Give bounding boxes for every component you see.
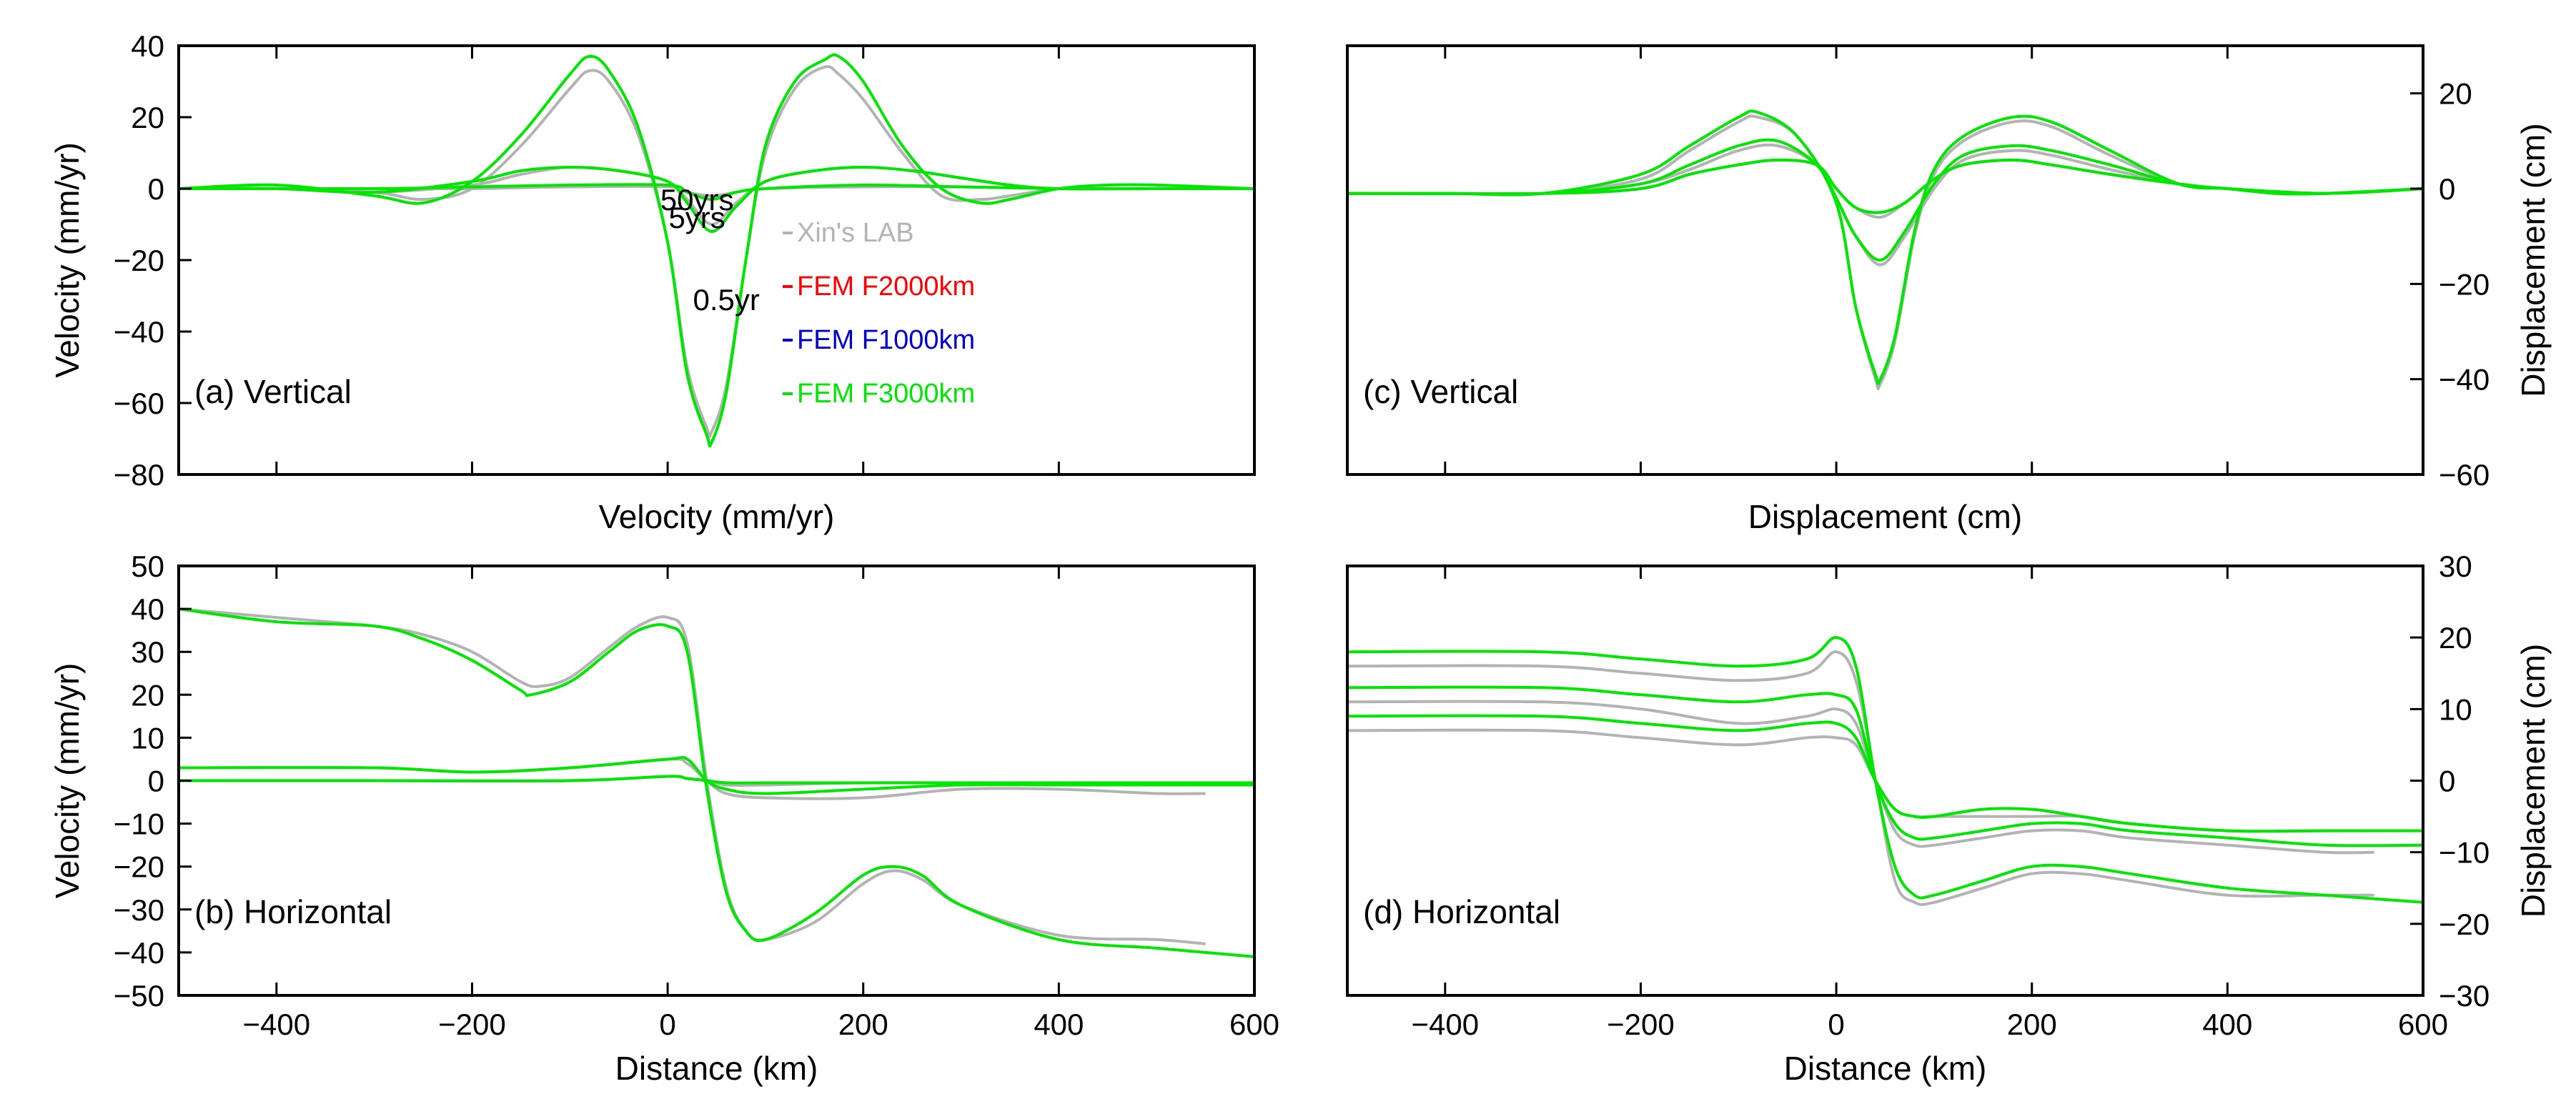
- y-tick-label: 30: [2439, 549, 2472, 583]
- y-tick-label: −20: [114, 850, 164, 884]
- y-tick-label: 20: [2439, 77, 2472, 111]
- x-tick-label: −200: [1607, 1008, 1675, 1041]
- panel-label: (a) Vertical: [194, 373, 352, 410]
- y-tick-label: 0: [2439, 765, 2455, 798]
- legend: Xin's LAB FEM F2000km FEM F1000km FEM F3000…: [783, 218, 975, 409]
- y-tick-label: −30: [114, 893, 164, 927]
- y-tick-label: −20: [114, 244, 164, 277]
- y-tick-label: −40: [2439, 363, 2490, 397]
- panel-d: −400 −200 0 200 400 600−30 −20 −10 0 10 20 30 Distan…: [1346, 549, 2552, 1087]
- x-tick-label: 600: [2398, 1008, 2448, 1041]
- x-axis-label: Distance (km): [615, 1050, 818, 1087]
- y-tick-label: −60: [114, 387, 164, 420]
- legend-label: FEM F2000km: [797, 272, 975, 302]
- panel-label: (c) Vertical: [1363, 373, 1518, 410]
- legend-label: FEM F1000km: [797, 325, 975, 355]
- legend-label: Xin's LAB: [797, 218, 914, 248]
- y-tick-label: 40: [131, 592, 164, 626]
- series-line-fem-f3000-5: [1347, 159, 2423, 214]
- y-tick-label: 10: [131, 721, 164, 755]
- x-tick-label: 200: [2007, 1008, 2057, 1041]
- series-group: [1347, 636, 2423, 906]
- series-group: [1347, 109, 2423, 390]
- panel-c: −60 −40 −20 0 20 Displacement (cm) Displacemen…: [1346, 44, 2552, 535]
- series-line-xin-lab-0: [1347, 650, 2374, 906]
- plot-frame: [1346, 44, 2424, 476]
- x-tick-label: 200: [838, 1008, 888, 1041]
- y-tick-label: 0: [148, 172, 164, 206]
- series-line-fem-f3000-4: [1347, 138, 2423, 262]
- y-axis-label: Velocity (mm/yr): [49, 142, 86, 378]
- x-tick-label: −400: [1412, 1008, 1480, 1041]
- x-axis-label: Distance (km): [1784, 1050, 1987, 1087]
- series-line-xin-lab-1: [1347, 700, 2374, 855]
- series-line-fem-f3000-4: [1347, 685, 2423, 847]
- panel-b: −400 −200 0 200 400 600 −50 −40 −30 −20 −10 0 10 20 30…: [49, 549, 1279, 1087]
- y-tick-label: −20: [2439, 907, 2490, 941]
- y-axis-label: Displacement (cm): [2515, 123, 2552, 397]
- y-tick-label: −60: [2439, 458, 2490, 492]
- y-tick-label: 0: [2439, 172, 2455, 206]
- y-tick-label: 20: [2439, 621, 2472, 655]
- plot-frame: [1346, 565, 2424, 997]
- series-line-fem-f3000-3: [179, 53, 1254, 448]
- series-line-fem-f3000-4: [179, 755, 1254, 795]
- y-axis-label: Velocity (mm/yr): [49, 663, 86, 899]
- x-tick-label: 600: [1229, 1008, 1279, 1041]
- y-tick-label: 10: [2439, 692, 2472, 726]
- x-tick-label: 400: [2202, 1008, 2252, 1041]
- series-line-fem-f3000-4: [179, 166, 1254, 233]
- legend-label: FEM F3000km: [797, 379, 975, 409]
- y-tick-label: 20: [131, 678, 164, 712]
- curve-annotation: 0.5yr: [693, 283, 759, 317]
- series-line-fem-f3000-5: [179, 183, 1254, 201]
- x-tick-label: 400: [1034, 1008, 1084, 1041]
- curve-annotation: 50yrs: [660, 183, 734, 217]
- panel-label: (d) Horizontal: [1363, 893, 1560, 930]
- y-tick-label: −40: [114, 936, 164, 970]
- series-group: [179, 607, 1254, 958]
- y-tick-label: 20: [131, 101, 164, 134]
- curve-annotation: 5yrs: [668, 201, 725, 234]
- y-tick-label: −40: [114, 315, 164, 349]
- y-tick-label: −10: [2439, 836, 2490, 870]
- x-tick-label: −400: [243, 1008, 311, 1041]
- series-line-fem-f3000-5: [179, 775, 1254, 785]
- y-tick-label: 50: [131, 549, 164, 583]
- series-line-fem-f3000-3: [1347, 636, 2423, 904]
- x-axis-label: Velocity (mm/yr): [599, 498, 835, 535]
- series-line-xin-lab-0: [1347, 114, 2423, 390]
- x-axis-label: Displacement (cm): [1748, 498, 2022, 535]
- x-tick-label: 0: [659, 1008, 675, 1041]
- y-tick-label: −10: [114, 807, 164, 841]
- series-line-fem-f3000-3: [179, 607, 1254, 958]
- plot-frame: [177, 44, 1256, 476]
- y-tick-label: −80: [114, 458, 164, 492]
- series-line-xin-lab-1: [1347, 143, 2423, 267]
- series-line-xin-lab-0: [179, 65, 1254, 438]
- x-tick-label: 0: [1828, 1008, 1844, 1041]
- y-tick-label: 30: [131, 635, 164, 669]
- y-tick-label: −30: [2439, 979, 2490, 1013]
- series-group: [179, 53, 1254, 448]
- y-axis-label: Displacement (cm): [2515, 644, 2552, 917]
- y-tick-label: −50: [114, 979, 164, 1013]
- series-line-xin-lab-2: [1347, 159, 2423, 219]
- series-line-fem-f3000-3: [1347, 109, 2423, 385]
- series-line-fem-f3000-5: [1347, 714, 2423, 833]
- x-tick-label: −200: [438, 1008, 506, 1041]
- panel-a: −80 −60 −40 −20 0 20 40 Velocity (mm/yr) Velocit…: [49, 29, 1256, 535]
- panel-label: (b) Horizontal: [194, 893, 392, 930]
- y-tick-label: 40: [131, 29, 164, 63]
- y-tick-label: 0: [148, 765, 164, 798]
- y-tick-label: −20: [2439, 267, 2490, 301]
